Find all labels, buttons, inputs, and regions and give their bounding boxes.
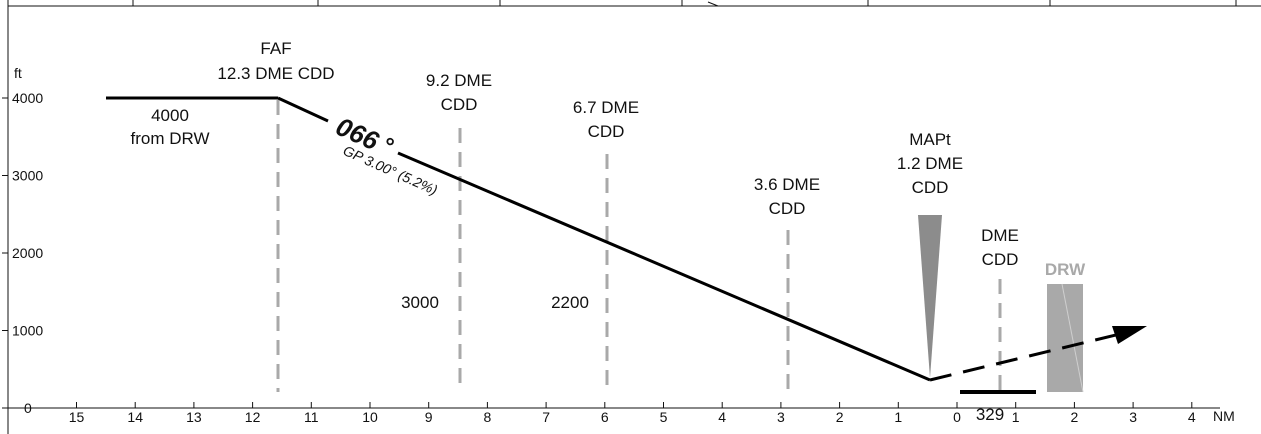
faf-labels: FAF 12.3 DME CDD	[217, 39, 334, 83]
distance-tick-label: 13	[186, 409, 202, 425]
top-strip-divider	[707, 1, 719, 7]
altitude-tick-label: 1000	[12, 323, 43, 339]
runway-block-edge	[1061, 283, 1084, 393]
runway-ident: DRW	[1045, 260, 1086, 279]
flight-path	[106, 96, 1147, 382]
distance-tick-label: 8	[484, 409, 492, 425]
distance-tick-label: 2	[1071, 409, 1079, 425]
distance-tick-label: 3	[1129, 409, 1137, 425]
fix-6-7-labels: 6.7 DME CDD 2200	[551, 98, 639, 312]
fix-6-7-altitude: 2200	[551, 293, 589, 312]
altitude-tick-label: 2000	[12, 245, 43, 261]
altitude-unit-label: ft	[14, 65, 22, 81]
distance-tick-label: 7	[542, 409, 550, 425]
fix-9-2-line2: CDD	[441, 95, 478, 114]
distance-tick-label: 5	[660, 409, 668, 425]
runway-elevation: 329	[976, 405, 1004, 424]
runway: DRW 329	[960, 260, 1086, 424]
faf-name: FAF	[260, 39, 291, 58]
mapt-station: CDD	[912, 178, 949, 197]
mapt-dme: 1.2 DME	[897, 154, 963, 173]
top-strip	[7, 0, 1261, 7]
distance-tick-label: 11	[304, 409, 319, 425]
fix-6-7-line2: CDD	[588, 122, 625, 141]
fix-lines	[276, 100, 1002, 392]
initial-altitude: 4000	[151, 106, 189, 125]
mapt-name: MAPt	[909, 130, 951, 149]
fix-3-6-line2: CDD	[769, 199, 806, 218]
dme-labels: DME CDD	[981, 226, 1019, 269]
faf-dme: 12.3 DME CDD	[217, 64, 334, 83]
final-descent-line-upper	[277, 96, 329, 123]
distance-tick-label: 12	[245, 409, 261, 425]
distance-tick-label: 2	[836, 409, 844, 425]
distance-tick-label: 1	[894, 409, 902, 425]
mapt-marker	[918, 215, 942, 378]
final-descent-line	[397, 151, 931, 382]
distance-tick-label: 10	[362, 409, 378, 425]
distance-tick-label: 4	[718, 409, 726, 425]
altitude-tick-label: 4000	[12, 90, 43, 106]
initial-from: from DRW	[130, 129, 209, 148]
fix-9-2-labels: 9.2 DME CDD 3000	[401, 71, 492, 312]
distance-tick-label: 3	[777, 409, 785, 425]
fix-9-2-line1: 9.2 DME	[426, 71, 492, 90]
distance-tick-label: 6	[601, 409, 609, 425]
distance-tick-label: 15	[69, 409, 85, 425]
altitude-tick-label: 3000	[12, 168, 43, 184]
fix-3-6-labels: 3.6 DME CDD	[754, 175, 820, 218]
dme-line2: CDD	[982, 250, 1019, 269]
distance-tick-label: 14	[127, 409, 143, 425]
distance-tick-label: 4	[1188, 409, 1196, 425]
distance-unit-label: NM	[1213, 408, 1235, 424]
fix-3-6-line1: 3.6 DME	[754, 175, 820, 194]
missed-approach-arrow	[1112, 326, 1147, 344]
mapt-labels: MAPt 1.2 DME CDD	[897, 130, 963, 197]
distance-axis: 15 14 13 12 11 10 9 8 7 6 5 4 3 2 1 0 1 2 3 4 NM	[8, 402, 1235, 425]
fix-6-7-line1: 6.7 DME	[573, 98, 639, 117]
fix-9-2-altitude: 3000	[401, 293, 439, 312]
dme-line1: DME	[981, 226, 1019, 245]
initial-segment-labels: 4000 from DRW	[130, 106, 209, 148]
missed-approach-line	[929, 332, 1121, 382]
distance-tick-label: 0	[953, 409, 961, 425]
distance-tick-label: 9	[425, 409, 433, 425]
distance-tick-label: 1	[1012, 409, 1020, 425]
